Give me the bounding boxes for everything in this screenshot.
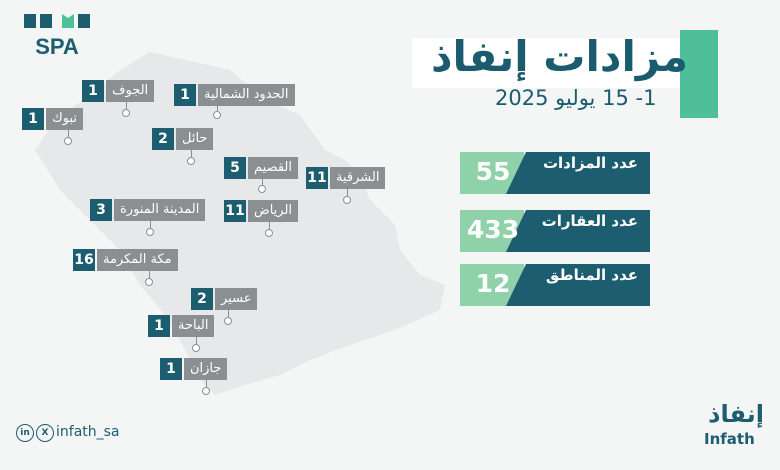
region-count: 1 (22, 108, 44, 130)
stat-value: 433 (466, 215, 520, 244)
map-pin (265, 229, 273, 237)
pin-stem (126, 102, 127, 110)
region-count: 1 (148, 315, 170, 337)
map-pin (64, 137, 72, 145)
pin-stem (191, 150, 192, 158)
infath-logo-en: Infath (704, 430, 755, 448)
stat-value: 55 (475, 157, 511, 186)
map-pin (343, 196, 351, 204)
stat-label: عدد المناطق (545, 266, 638, 284)
region-count: 1 (160, 358, 182, 380)
stat-label: عدد المزادات (542, 154, 638, 172)
pin-stem (68, 130, 69, 138)
map-pin (258, 185, 266, 193)
region-count: 2 (152, 128, 174, 150)
pin-stem (228, 310, 229, 318)
pin-stem (269, 222, 270, 230)
map-pin (122, 109, 130, 117)
region-count: 11 (224, 200, 246, 222)
region-count: 2 (191, 288, 213, 310)
region-name: تبوك (46, 108, 83, 130)
linkedin-icon[interactable]: in (16, 424, 34, 442)
map-pin (192, 344, 200, 352)
social-handle[interactable]: infath_sa (56, 424, 120, 440)
region-name: المدينة المنورة (114, 199, 206, 221)
x-icon[interactable]: X (36, 424, 54, 442)
stat-label-bg (506, 210, 650, 252)
region-name: الحدود الشمالية (198, 84, 295, 106)
pin-stem (149, 271, 150, 279)
stat-value: 12 (475, 269, 511, 298)
region-name: مكة المكرمة (97, 249, 178, 271)
page-title: مزادات إنفاذ (430, 32, 688, 81)
pin-stem (262, 179, 263, 186)
map-pin (187, 157, 195, 165)
region-count: 16 (73, 249, 95, 271)
region-name: حائل (176, 128, 214, 150)
stat-regions: 12 عدد المناطق (460, 264, 650, 306)
map-pin (213, 111, 221, 119)
infath-logo-ar: إنفاذ (708, 400, 764, 428)
pin-stem (196, 337, 197, 345)
region-count: 1 (82, 80, 104, 102)
region-name: الرياض (248, 200, 299, 222)
region-count: 11 (306, 167, 328, 189)
stat-label-bg (506, 152, 650, 194)
pin-stem (150, 221, 151, 229)
stat-label: عدد العقارات (541, 212, 638, 230)
pin-stem (206, 380, 207, 388)
pin-stem (217, 106, 218, 112)
region-name: عسير (215, 288, 258, 310)
region-name: القصيم (248, 157, 298, 179)
map-pin (146, 228, 154, 236)
stat-properties: 433 عدد العقارات (460, 210, 650, 252)
spa-logo-icon: SPA (24, 14, 90, 59)
region-name: الباحة (172, 315, 215, 337)
region-name: الجوف (106, 80, 155, 102)
region-name: جازان (184, 358, 228, 380)
region-name: الشرقية (330, 167, 386, 189)
stat-label-bg (506, 264, 650, 306)
date-range: 1- 15 يوليو 2025 (495, 86, 657, 110)
title-block: مزادات إنفاذ (412, 30, 718, 118)
region-count: 3 (90, 199, 112, 221)
map-pin (202, 387, 210, 395)
region-count: 5 (224, 157, 246, 179)
pin-stem (347, 189, 348, 197)
title-accent-bar (680, 30, 718, 118)
map-pin (145, 278, 153, 286)
map-pin (224, 317, 232, 325)
stat-auctions: 55 عدد المزادات (460, 152, 650, 194)
svg-text:SPA: SPA (35, 34, 79, 59)
title-band (412, 38, 680, 88)
region-count: 1 (174, 84, 196, 106)
